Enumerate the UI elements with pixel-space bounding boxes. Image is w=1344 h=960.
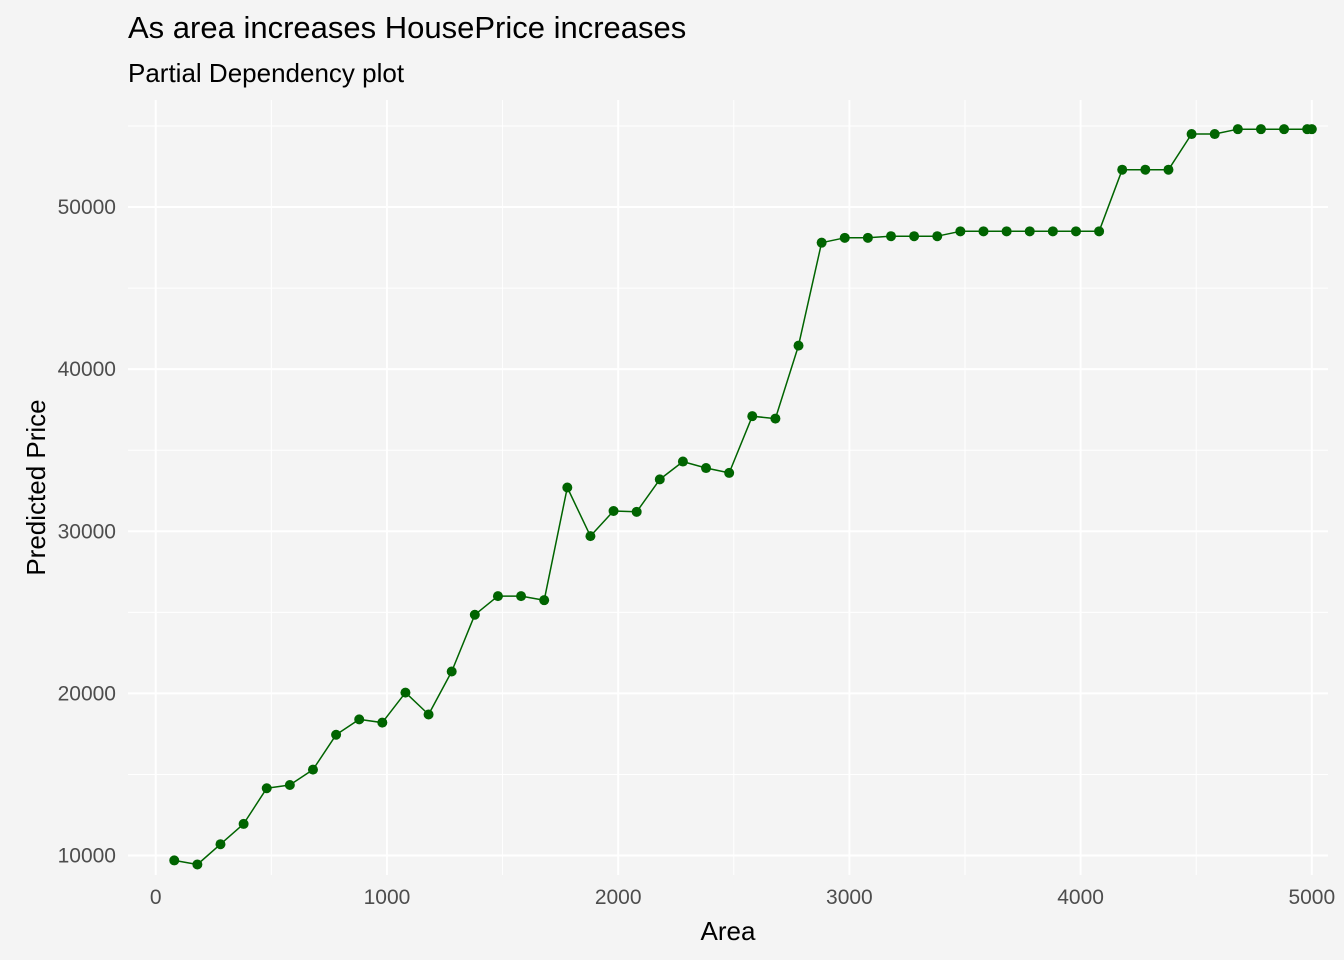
data-point [654,474,665,485]
x-tick-label: 1000 [364,886,411,909]
data-point [909,231,920,242]
data-point [631,506,642,517]
chart-subtitle: Partial Dependency plot [128,58,405,88]
x-tick-label: 2000 [595,886,642,909]
data-point [1163,164,1174,175]
x-tick-label: 0 [150,886,162,909]
series-line-group [174,128,1312,866]
data-point [724,467,735,478]
data-point [677,456,688,467]
data-point [1232,124,1243,135]
data-point [377,717,388,728]
y-tick-labels: 10000 20000 30000 40000 50000 [58,196,116,868]
x-tick-label: 4000 [1057,886,1104,909]
x-axis-label: Area [701,916,756,946]
data-point [1001,226,1012,237]
data-point [307,764,318,775]
data-point [1209,129,1220,140]
data-point [331,729,342,740]
major-gridlines [128,100,1328,875]
data-point [1306,124,1317,135]
y-tick-label: 10000 [58,845,116,868]
data-point [1070,226,1081,237]
data-point [1279,124,1290,135]
chart-title: As area increases HousePrice increases [128,10,687,45]
data-point [886,231,897,242]
data-point [492,591,503,602]
data-point [284,780,295,791]
y-tick-label: 20000 [58,682,116,705]
data-point [608,506,619,517]
data-point [747,411,758,422]
y-tick-label: 40000 [58,358,116,381]
data-point [469,609,480,620]
data-point [839,232,850,243]
data-point [1047,226,1058,237]
data-point [516,591,527,602]
data-point [400,687,411,698]
x-tick-label: 3000 [826,886,873,909]
data-point [1140,164,1151,175]
data-point [261,783,272,794]
y-tick-label: 50000 [58,196,116,219]
data-point [1094,226,1105,237]
minor-gridlines [128,100,1328,875]
data-point [1117,164,1128,175]
data-point [423,709,434,720]
y-axis-label: Predicted Price [21,399,51,575]
data-point [816,237,827,248]
data-point [585,531,596,542]
data-point [862,232,873,243]
x-tick-label: 5000 [1288,886,1335,909]
data-point [215,839,226,850]
data-point [446,666,457,677]
data-point [701,463,712,474]
data-point [539,595,550,606]
data-point [1186,129,1197,140]
data-point [793,340,804,351]
series-points-group [169,124,1317,870]
data-point [770,413,781,424]
data-point [562,482,573,493]
data-point [169,855,180,866]
data-point [1024,226,1035,237]
data-point [978,226,989,237]
data-point [192,859,203,870]
data-point [1255,124,1266,135]
data-point [354,714,365,725]
data-point [955,226,966,237]
x-tick-labels: 0 1000 2000 3000 4000 5000 [150,886,1335,909]
series-line [174,128,1312,866]
data-point [238,818,249,829]
data-point [932,231,943,242]
y-tick-label: 30000 [58,520,116,543]
